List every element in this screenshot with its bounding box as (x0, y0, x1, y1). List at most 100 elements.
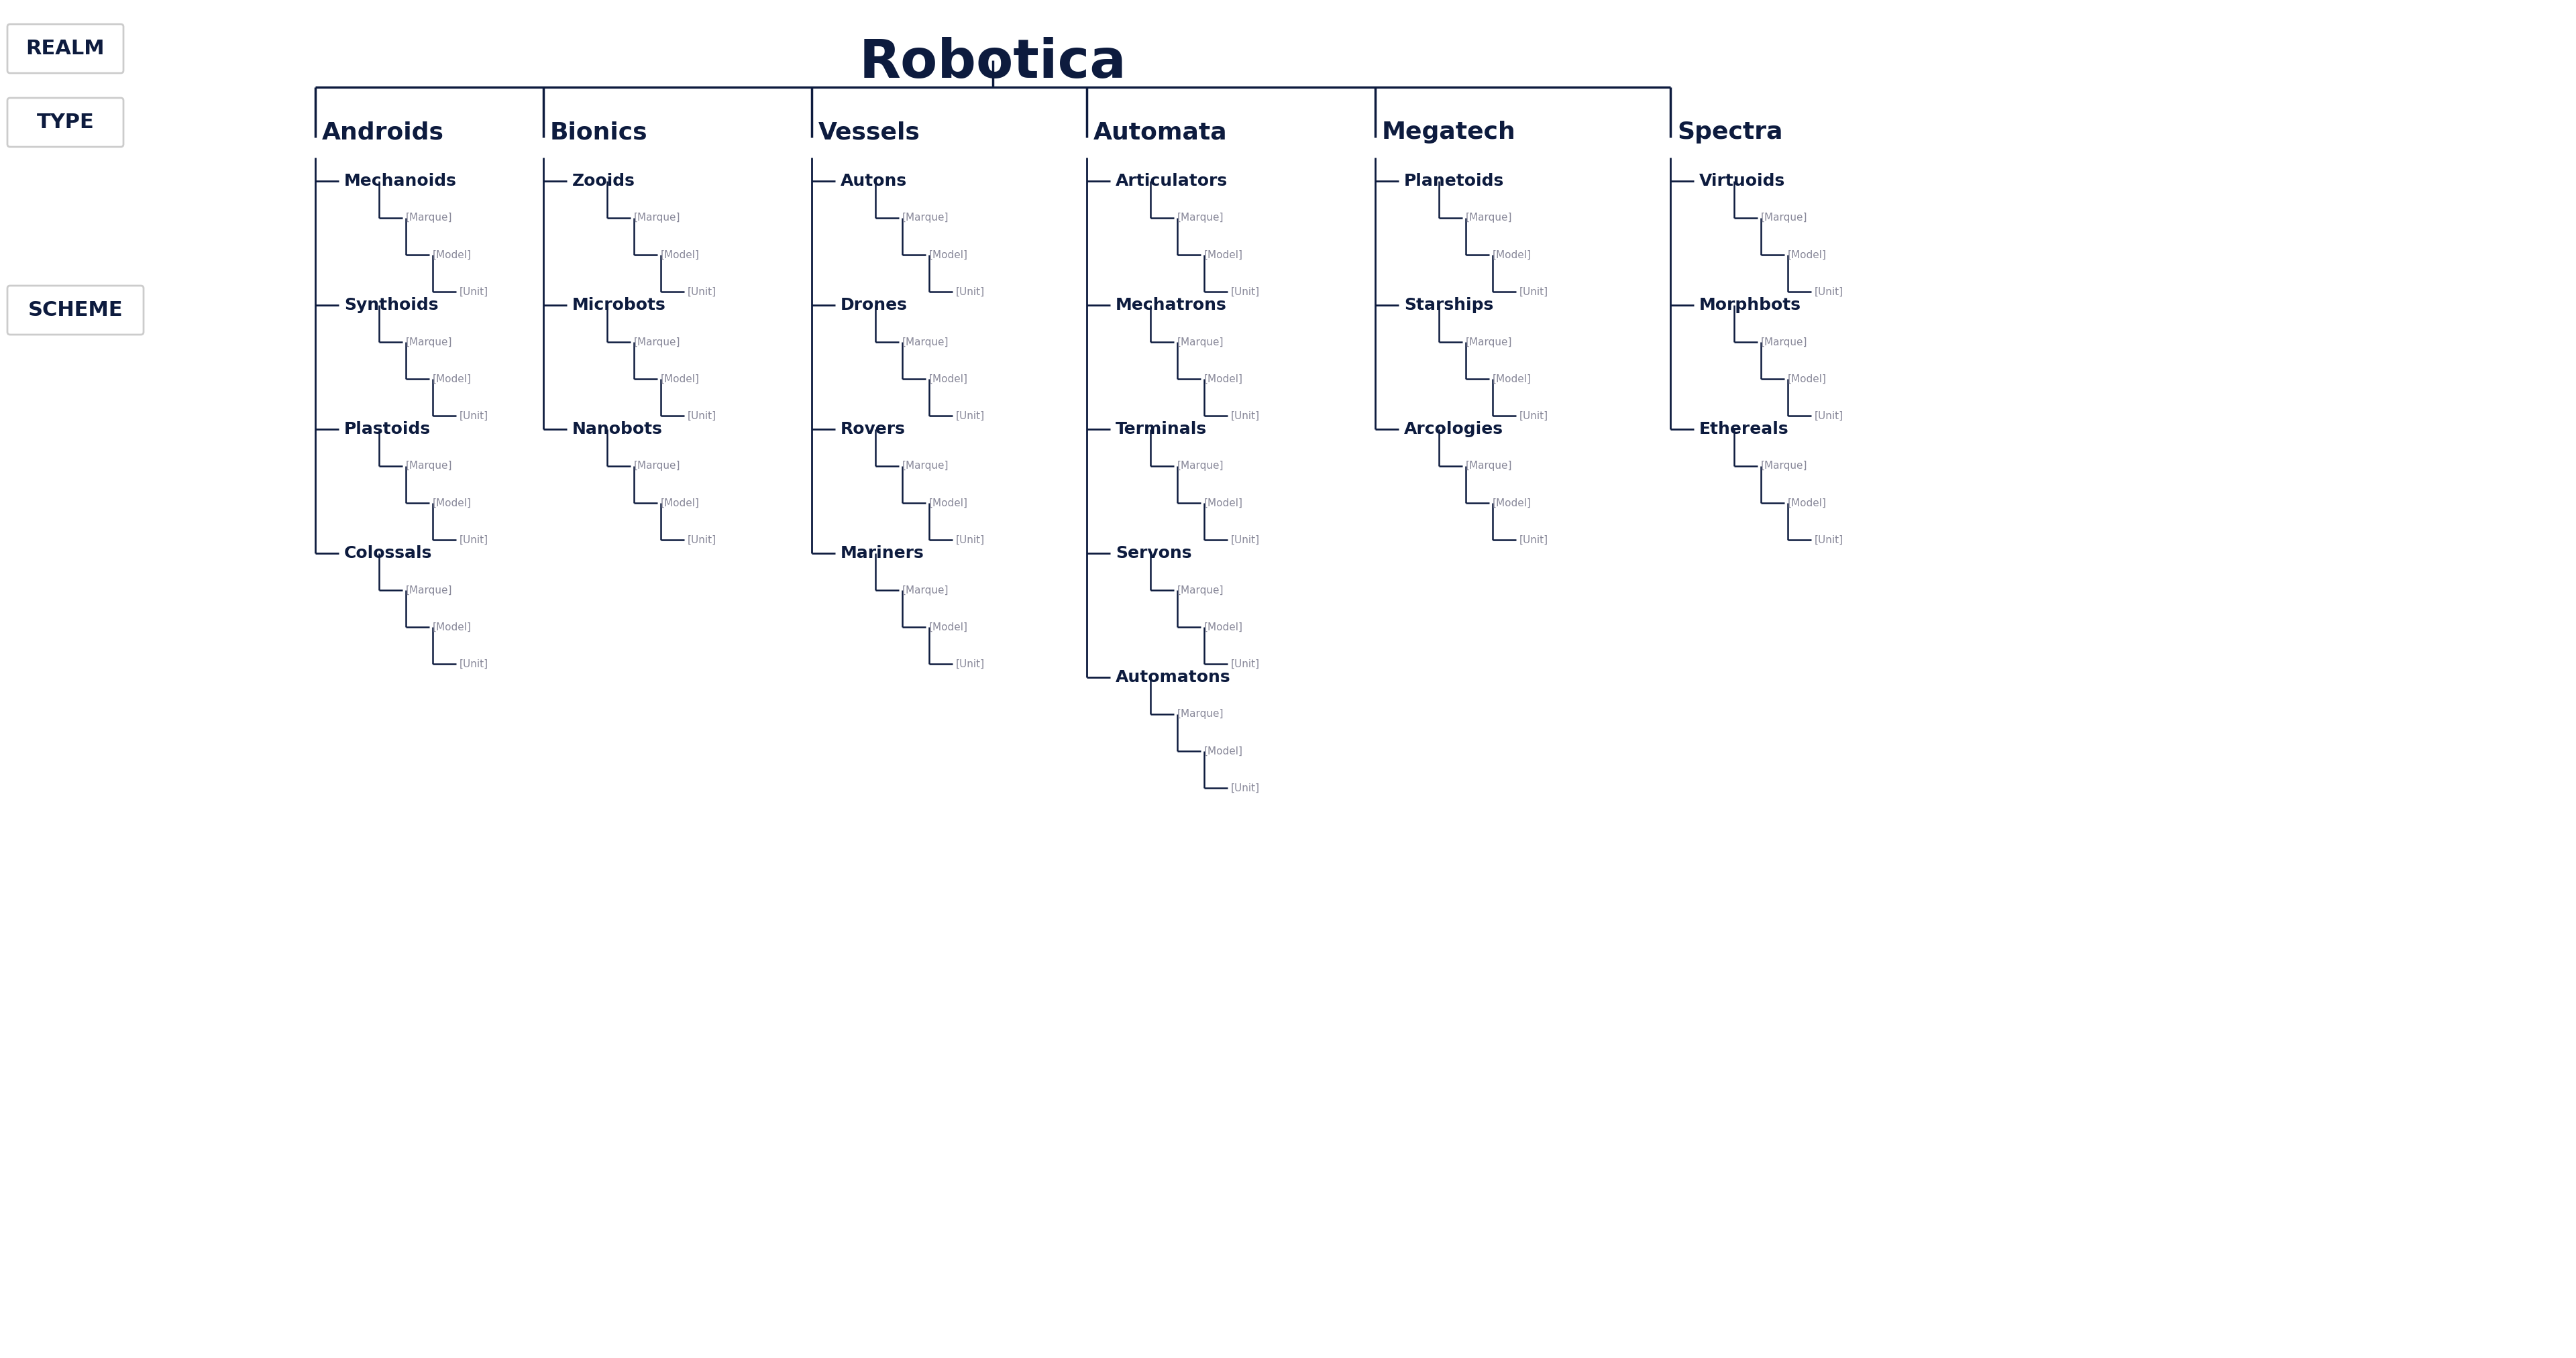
Text: Morphbots: Morphbots (1700, 297, 1801, 314)
FancyBboxPatch shape (8, 285, 144, 334)
Text: [Model]: [Model] (662, 498, 701, 508)
Text: [Unit]: [Unit] (1231, 659, 1260, 669)
FancyBboxPatch shape (8, 24, 124, 73)
Text: [Marque]: [Marque] (902, 337, 948, 348)
Text: [Unit]: [Unit] (1231, 410, 1260, 421)
Text: [Model]: [Model] (1203, 498, 1244, 508)
Text: [Unit]: [Unit] (459, 535, 489, 545)
Text: Rovers: Rovers (840, 421, 907, 437)
Text: Mechatrons: Mechatrons (1115, 297, 1226, 314)
Text: [Marque]: [Marque] (902, 462, 948, 471)
FancyBboxPatch shape (8, 98, 124, 147)
Text: [Model]: [Model] (1788, 250, 1826, 259)
Text: [Marque]: [Marque] (1466, 462, 1512, 471)
Text: REALM: REALM (26, 39, 106, 58)
Text: Megatech: Megatech (1381, 121, 1515, 144)
Text: Autons: Autons (840, 172, 907, 189)
Text: Mariners: Mariners (840, 545, 925, 561)
Text: [Marque]: [Marque] (407, 337, 453, 348)
Text: [Unit]: [Unit] (688, 287, 716, 297)
Text: [Unit]: [Unit] (1231, 784, 1260, 793)
Text: Drones: Drones (840, 297, 907, 314)
Text: [Model]: [Model] (662, 373, 701, 384)
Text: [Marque]: [Marque] (407, 462, 453, 471)
Text: [Model]: [Model] (433, 498, 471, 508)
Text: [Unit]: [Unit] (459, 410, 489, 421)
Text: [Unit]: [Unit] (1520, 410, 1548, 421)
Text: [Unit]: [Unit] (688, 410, 716, 421)
Text: Synthoids: Synthoids (345, 297, 438, 314)
Text: [Marque]: [Marque] (1762, 213, 1808, 223)
Text: Androids: Androids (322, 121, 443, 144)
Text: Spectra: Spectra (1677, 121, 1783, 144)
Text: [Model]: [Model] (930, 373, 969, 384)
Text: [Marque]: [Marque] (1762, 462, 1808, 471)
Text: Microbots: Microbots (572, 297, 667, 314)
Text: [Marque]: [Marque] (1177, 462, 1224, 471)
Text: SCHEME: SCHEME (28, 300, 124, 320)
Text: [Model]: [Model] (1203, 250, 1244, 259)
Text: TYPE: TYPE (36, 113, 95, 132)
Text: Starships: Starships (1404, 297, 1494, 314)
Text: [Unit]: [Unit] (1520, 535, 1548, 545)
Text: Bionics: Bionics (551, 121, 647, 144)
Text: [Model]: [Model] (1203, 622, 1244, 631)
Text: Nanobots: Nanobots (572, 421, 662, 437)
Text: [Unit]: [Unit] (956, 659, 984, 669)
Text: [Unit]: [Unit] (1231, 535, 1260, 545)
Text: Terminals: Terminals (1115, 421, 1208, 437)
Text: [Marque]: [Marque] (1177, 213, 1224, 223)
Text: Virtuoids: Virtuoids (1700, 172, 1785, 189)
Text: Articulators: Articulators (1115, 172, 1229, 189)
Text: [Unit]: [Unit] (1814, 535, 1844, 545)
Text: [Unit]: [Unit] (956, 287, 984, 297)
Text: [Marque]: [Marque] (407, 585, 453, 595)
Text: [Unit]: [Unit] (1814, 410, 1844, 421)
Text: [Model]: [Model] (1203, 373, 1244, 384)
Text: [Model]: [Model] (1492, 373, 1533, 384)
Text: [Model]: [Model] (930, 622, 969, 631)
Text: [Marque]: [Marque] (1177, 709, 1224, 720)
Text: [Model]: [Model] (433, 373, 471, 384)
Text: Automata: Automata (1092, 121, 1226, 144)
Text: [Model]: [Model] (930, 498, 969, 508)
Text: [Model]: [Model] (662, 250, 701, 259)
Text: [Marque]: [Marque] (634, 462, 680, 471)
Text: [Marque]: [Marque] (1466, 337, 1512, 348)
Text: [Marque]: [Marque] (1177, 337, 1224, 348)
Text: Zooids: Zooids (572, 172, 636, 189)
Text: [Unit]: [Unit] (1231, 287, 1260, 297)
Text: Vessels: Vessels (819, 121, 920, 144)
Text: [Model]: [Model] (1788, 373, 1826, 384)
Text: [Unit]: [Unit] (459, 659, 489, 669)
Text: Planetoids: Planetoids (1404, 172, 1504, 189)
Text: [Marque]: [Marque] (634, 337, 680, 348)
Text: Servons: Servons (1115, 545, 1193, 561)
Text: Colossals: Colossals (345, 545, 433, 561)
Text: [Model]: [Model] (1203, 746, 1244, 756)
Text: [Marque]: [Marque] (634, 213, 680, 223)
Text: [Marque]: [Marque] (902, 585, 948, 595)
Text: [Marque]: [Marque] (1466, 213, 1512, 223)
Text: [Model]: [Model] (433, 622, 471, 631)
Text: [Unit]: [Unit] (956, 535, 984, 545)
Text: [Marque]: [Marque] (902, 213, 948, 223)
Text: [Unit]: [Unit] (459, 287, 489, 297)
Text: [Marque]: [Marque] (1762, 337, 1808, 348)
Text: [Marque]: [Marque] (407, 213, 453, 223)
Text: [Marque]: [Marque] (1177, 585, 1224, 595)
Text: [Unit]: [Unit] (956, 410, 984, 421)
Text: [Model]: [Model] (930, 250, 969, 259)
Text: Arcologies: Arcologies (1404, 421, 1504, 437)
Text: [Unit]: [Unit] (688, 535, 716, 545)
Text: Robotica: Robotica (858, 37, 1126, 90)
Text: [Unit]: [Unit] (1814, 287, 1844, 297)
Text: Plastoids: Plastoids (345, 421, 430, 437)
Text: [Model]: [Model] (1492, 250, 1533, 259)
Text: Automatons: Automatons (1115, 669, 1231, 686)
Text: Mechanoids: Mechanoids (345, 172, 456, 189)
Text: [Model]: [Model] (1788, 498, 1826, 508)
Text: [Unit]: [Unit] (1520, 287, 1548, 297)
Text: [Model]: [Model] (433, 250, 471, 259)
Text: [Model]: [Model] (1492, 498, 1533, 508)
